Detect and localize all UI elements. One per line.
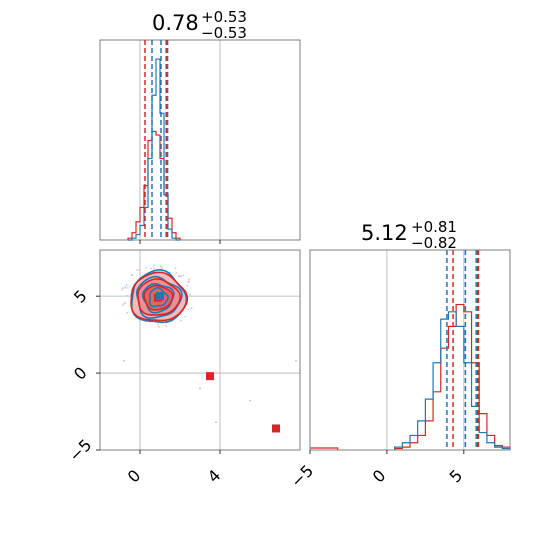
sample-point <box>157 326 160 328</box>
panel-frame <box>309 249 511 451</box>
sample-point <box>150 267 152 270</box>
red-contour-0 <box>130 271 189 322</box>
sample-point <box>184 315 187 318</box>
title-param1: 0.78 +0.53 −0.53 <box>152 8 247 42</box>
sample-point <box>174 267 177 270</box>
sample-point <box>179 319 182 322</box>
title-param1-value: 0.78 <box>152 11 199 35</box>
sample-point <box>126 286 129 289</box>
sample-point <box>165 325 168 327</box>
title-param1-minus: −0.53 <box>201 24 247 42</box>
sample-point <box>188 278 190 281</box>
sample-point <box>187 281 190 284</box>
sample-point <box>178 275 180 278</box>
red-histogram-line <box>394 303 511 450</box>
panel-frame <box>99 249 301 451</box>
x-tick-label-1: 4 <box>204 466 225 487</box>
sample-point <box>249 399 251 402</box>
title-param2-minus: −0.82 <box>411 234 457 252</box>
red-square-marker-2 <box>206 372 214 381</box>
sample-point <box>123 302 125 305</box>
red-square-marker-3 <box>272 424 280 433</box>
sample-point <box>161 266 164 269</box>
panel-param2-marginal: −5 0 5 <box>287 249 511 491</box>
sample-point <box>136 269 139 272</box>
sample-point <box>123 359 125 362</box>
blue-contour-0 <box>130 269 188 324</box>
title-param1-plus: +0.53 <box>201 8 247 26</box>
sample-point <box>187 308 190 311</box>
sample-point <box>153 264 156 266</box>
blue-contour-3 <box>148 286 169 308</box>
sample-point <box>159 265 162 268</box>
sample-point <box>138 268 141 271</box>
panel-param1-marginal <box>99 39 301 244</box>
sample-point <box>131 273 134 276</box>
title-param2-plus: +0.81 <box>411 218 457 236</box>
x-tick-label-0: 0 <box>124 466 145 487</box>
sample-point <box>175 272 178 274</box>
blue-contour-2 <box>141 282 175 314</box>
sample-point <box>180 313 183 316</box>
blue-square-marker-1 <box>156 292 164 301</box>
y-tick-label-2: 5 <box>70 286 91 307</box>
red-histogram-line <box>127 130 181 240</box>
sample-point <box>215 421 217 424</box>
panel-frame <box>99 39 301 241</box>
sample-point <box>186 285 189 287</box>
sample-point <box>152 267 155 270</box>
sample-point <box>182 274 185 277</box>
red-histogram-tail <box>310 447 339 450</box>
sample-point <box>126 311 129 314</box>
sample-point <box>122 287 124 289</box>
sample-point <box>145 266 147 269</box>
sample-point <box>124 301 127 304</box>
sample-point <box>121 288 124 291</box>
title-param2: 5.12 +0.81 −0.82 <box>361 218 457 252</box>
x-tick-label-0: −5 <box>287 461 317 491</box>
sample-point <box>199 387 201 390</box>
sample-point <box>295 359 297 362</box>
sample-point <box>138 320 141 323</box>
sample-point <box>124 286 127 288</box>
sample-point <box>189 293 191 296</box>
blue-histogram-line <box>128 58 180 241</box>
sample-point <box>157 323 160 326</box>
blue-histogram-line <box>394 311 511 450</box>
red-contour-1 <box>137 278 182 316</box>
panel-param1-vs-param2: 0 4 −5 0 5 <box>65 249 301 487</box>
title-param2-value: 5.12 <box>361 221 408 245</box>
red-contour-2 <box>143 284 174 311</box>
x-tick-label-1: 0 <box>369 466 390 487</box>
sample-point <box>125 284 128 287</box>
y-tick-label-0: −5 <box>65 435 95 465</box>
sample-point <box>126 294 129 297</box>
y-tick-label-1: 0 <box>70 363 91 384</box>
sample-point <box>121 304 124 306</box>
sample-point <box>190 307 193 309</box>
x-tick-label-2: 5 <box>446 466 467 487</box>
